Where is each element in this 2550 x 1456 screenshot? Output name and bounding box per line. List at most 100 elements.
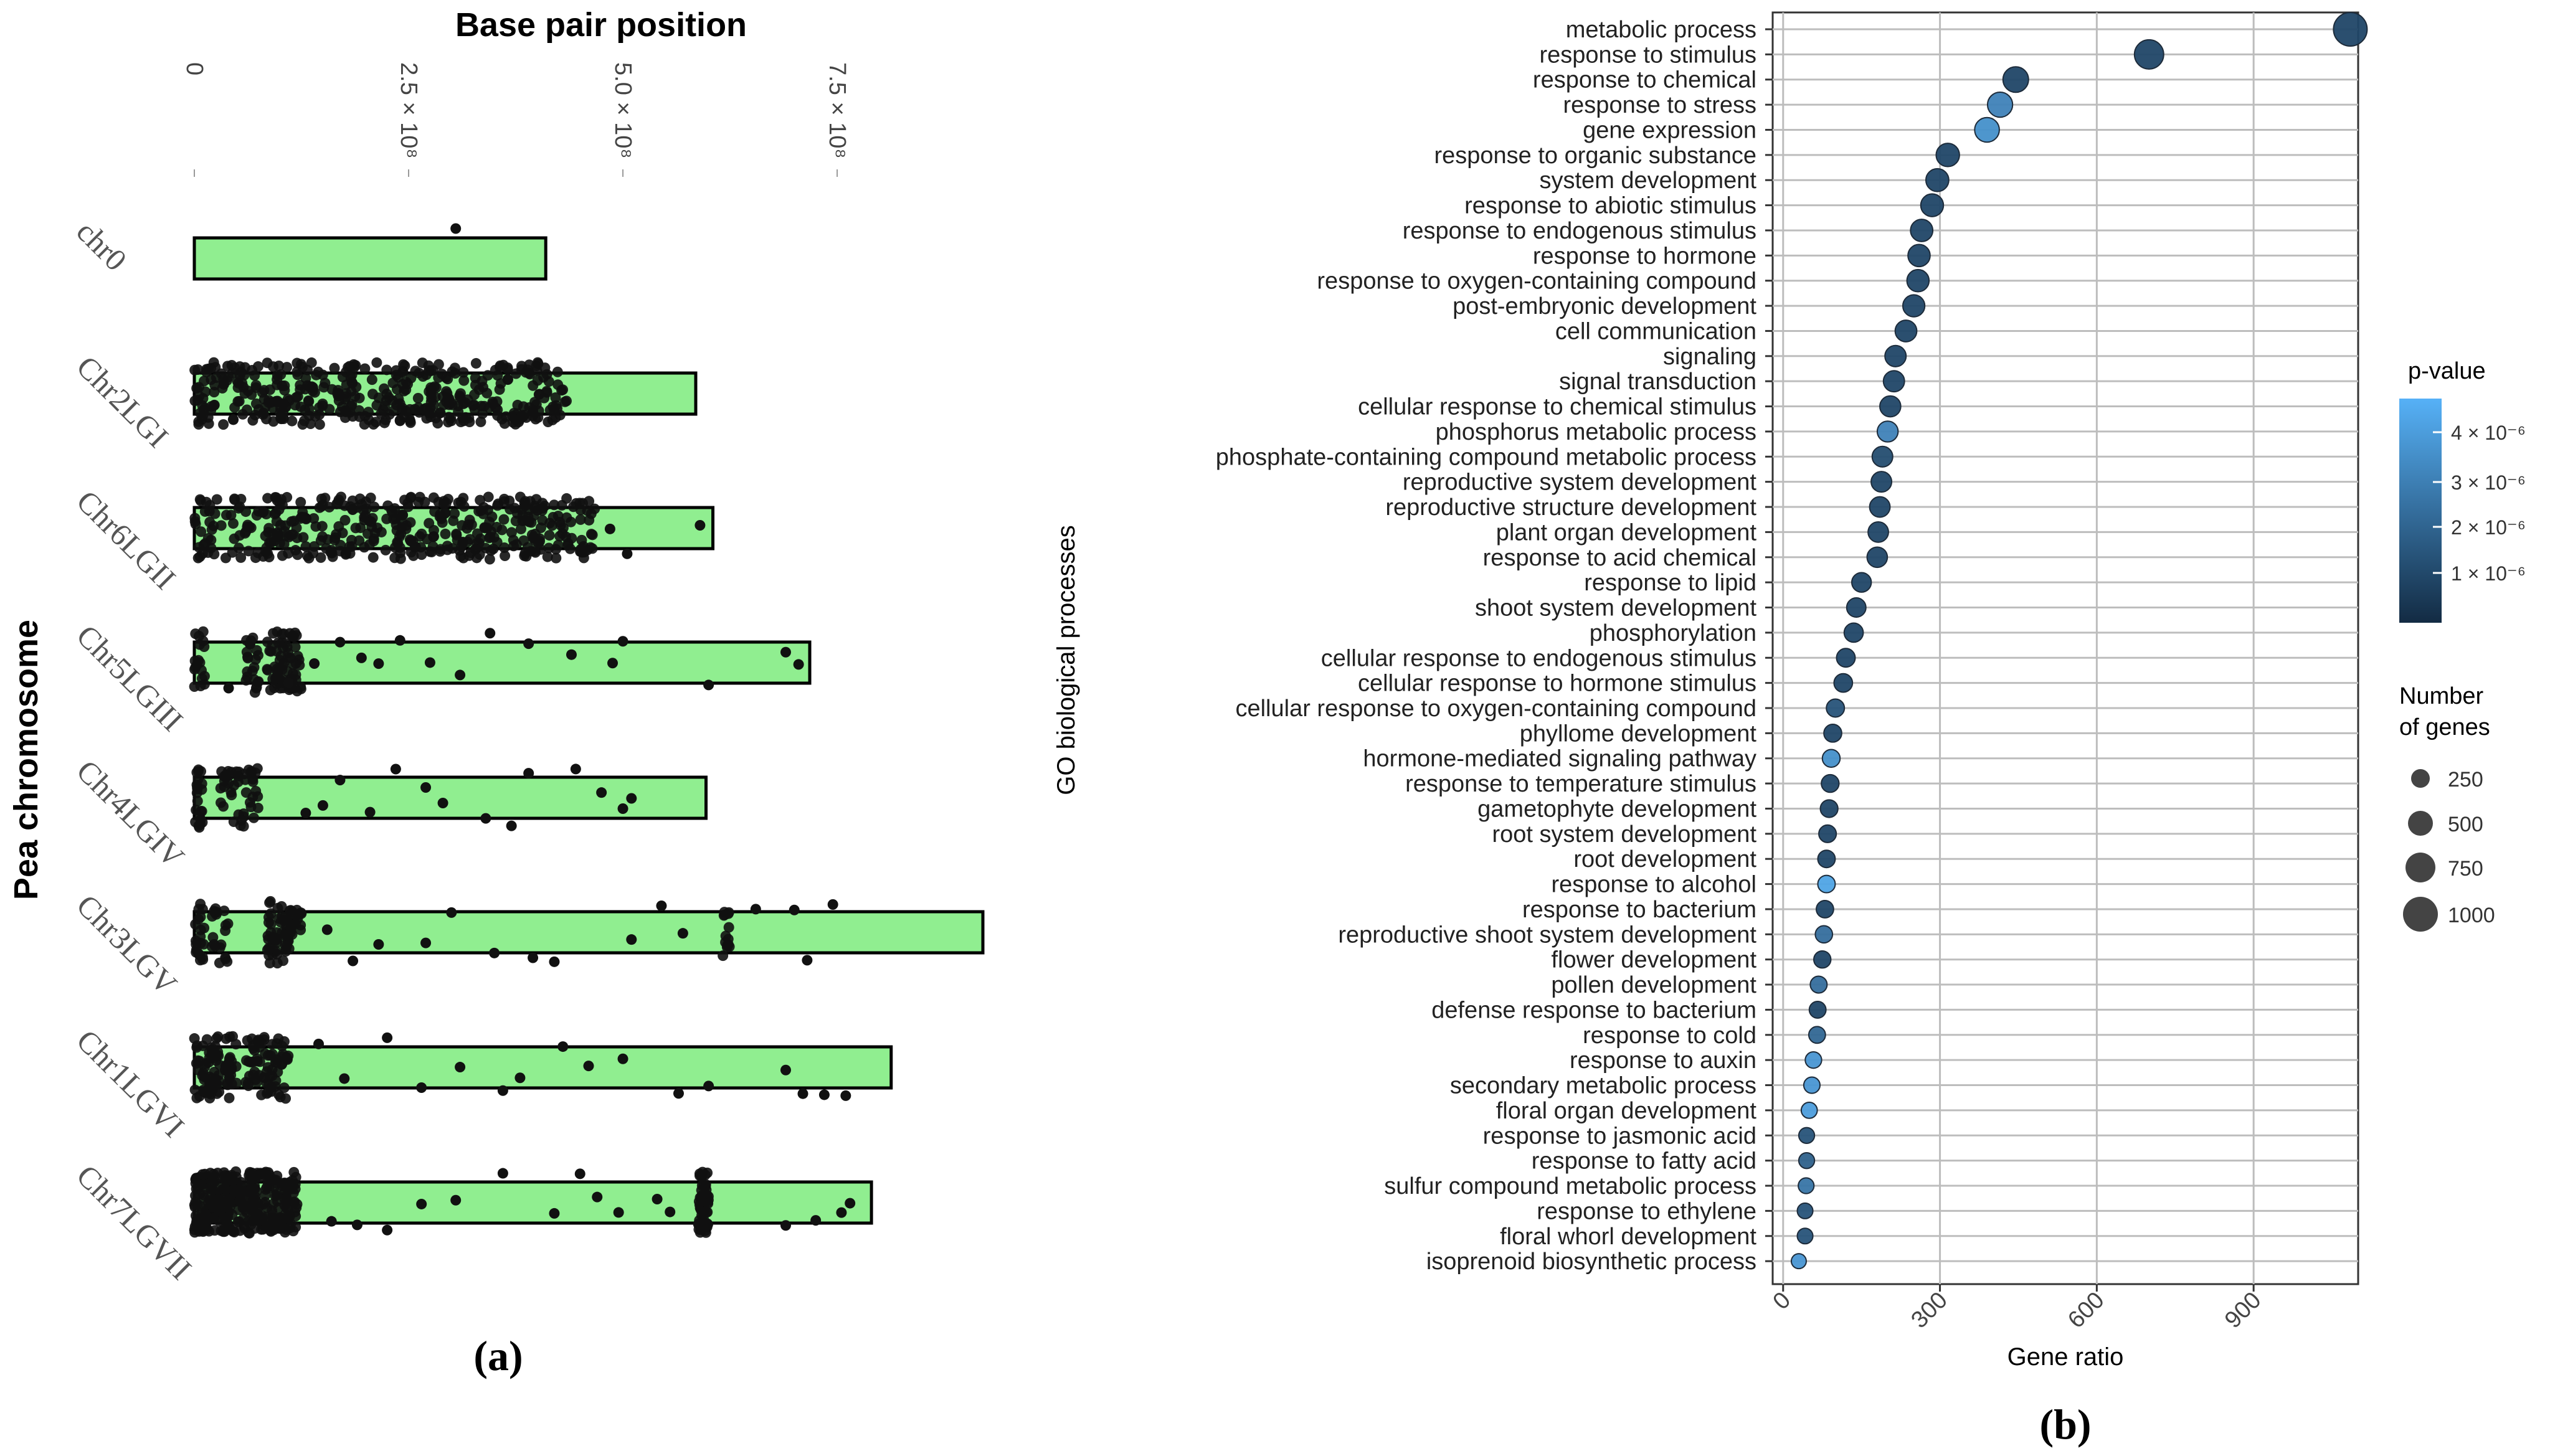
snp-point: [219, 905, 230, 917]
snp-point: [481, 387, 493, 399]
snp-point: [264, 897, 275, 908]
snp-point: [249, 370, 260, 381]
snp-point: [244, 797, 255, 808]
snp-point: [417, 357, 428, 369]
p-value-tick-label: 4 × 10⁻⁶: [2451, 422, 2526, 444]
snp-point: [566, 649, 577, 660]
go-term-label: reproductive system development: [1403, 470, 1757, 496]
snp-point: [326, 547, 338, 559]
snp-point: [359, 418, 370, 430]
snp-point: [576, 546, 587, 557]
size-legend-title-line1: Number: [2399, 683, 2483, 709]
go-term-label: post-embryonic development: [1453, 293, 1756, 319]
snp-point: [290, 641, 301, 653]
go-term-point: [1826, 698, 1846, 718]
snp-point: [275, 1092, 286, 1103]
snp-point: [419, 404, 430, 415]
snp-point: [546, 520, 557, 531]
snp-point: [550, 392, 561, 404]
go-term-point: [1813, 950, 1832, 969]
snp-point: [780, 646, 791, 658]
snp-point: [677, 928, 688, 939]
go-term-point: [1817, 874, 1836, 894]
go-term-label: response to acid chemical: [1483, 545, 1756, 571]
snp-point: [189, 364, 201, 376]
size-legend-label: 1000: [2448, 904, 2495, 927]
snp-point: [557, 1041, 569, 1052]
p-value-colorbar: [2399, 399, 2442, 623]
snp-point: [240, 1077, 252, 1088]
snp-point: [196, 778, 207, 789]
snp-point: [291, 1202, 302, 1213]
snp-point: [295, 683, 306, 694]
go-term-point: [1876, 420, 1899, 443]
snp-point: [226, 790, 237, 801]
snp-point: [401, 377, 412, 388]
go-term-label: response to auxin: [1570, 1047, 1756, 1074]
snp-point: [613, 1207, 624, 1218]
chromosome-label: Chr5LGIII: [70, 618, 190, 738]
snp-point: [531, 361, 542, 372]
go-term-label: cell communication: [1555, 318, 1756, 344]
snp-point: [265, 919, 277, 930]
snp-point: [366, 374, 377, 385]
snp-point: [279, 1194, 290, 1205]
snp-point: [197, 635, 209, 646]
snp-point: [694, 519, 706, 531]
snp-point: [275, 683, 286, 694]
snp-point: [458, 501, 470, 512]
snp-point: [277, 1222, 288, 1233]
snp-point: [212, 1079, 223, 1090]
snp-point: [222, 361, 233, 372]
snp-point: [346, 534, 358, 546]
snp-point: [696, 1180, 708, 1191]
snp-point: [216, 939, 227, 950]
snp-point: [531, 399, 542, 410]
snp-point: [260, 1184, 272, 1195]
snp-point: [247, 773, 258, 785]
snp-point: [309, 658, 320, 669]
snp-point: [258, 1034, 270, 1045]
snp-point: [420, 937, 432, 948]
chromosome-label: Chr7LGVII: [70, 1158, 199, 1287]
snp-point: [442, 544, 453, 555]
size-legend-dot: [2403, 897, 2438, 932]
snp-point: [235, 366, 247, 377]
snp-point: [194, 542, 205, 553]
snp-point: [277, 628, 288, 640]
go-term-label: response to jasmonic acid: [1483, 1123, 1756, 1149]
snp-point: [421, 413, 432, 424]
snp-point: [250, 1074, 261, 1085]
snp-point: [364, 806, 376, 818]
snp-point: [723, 908, 734, 919]
snp-point: [401, 384, 412, 395]
snp-point: [486, 511, 498, 522]
go-term-point: [1974, 116, 2000, 143]
snp-point: [405, 415, 416, 427]
panel-a-x-tick-label: 2.5 × 10⁸: [396, 62, 422, 158]
snp-point: [189, 681, 200, 693]
snp-point: [192, 795, 203, 806]
go-term-label: root system development: [1492, 821, 1756, 848]
snp-point: [416, 1082, 427, 1094]
snp-point: [510, 368, 521, 379]
snp-point: [242, 671, 253, 683]
panel-a-x-tick-label: 0: [181, 62, 207, 75]
snp-point: [303, 395, 315, 407]
snp-point: [522, 542, 533, 553]
chromosome-label: Chr3LGV: [70, 887, 184, 1001]
snp-point: [262, 1062, 273, 1073]
snp-point: [252, 547, 263, 559]
snp-point: [447, 366, 458, 377]
snp-point: [542, 551, 553, 562]
snp-point: [607, 658, 619, 669]
snp-point: [272, 1170, 283, 1181]
snp-point: [224, 770, 235, 781]
snp-point: [252, 1203, 263, 1214]
go-term-label: flower development: [1551, 947, 1756, 973]
go-term-point: [1800, 1102, 1818, 1119]
snp-point: [508, 541, 519, 552]
snp-point: [495, 360, 506, 371]
snp-point: [300, 807, 311, 818]
snp-point: [371, 417, 382, 428]
